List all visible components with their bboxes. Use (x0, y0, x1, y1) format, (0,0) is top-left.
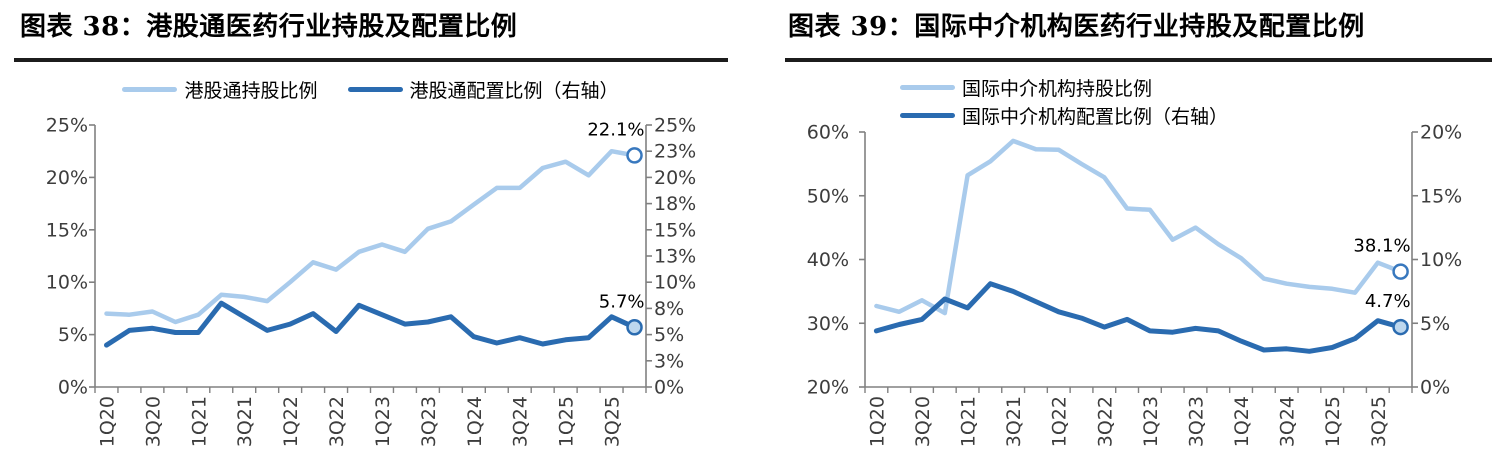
y-axis-left-tick-label: 0% (58, 377, 88, 399)
y-axis-right-tick-label: 5% (1420, 313, 1450, 335)
y-axis-left-tick-label: 20% (807, 377, 849, 399)
x-axis-tick-label: 1Q25 (556, 396, 578, 447)
title-underline (785, 58, 1492, 62)
y-axis-right-tick-label: 13% (654, 246, 696, 268)
x-axis-tick-label: 3Q23 (1185, 396, 1207, 447)
figure-39-panel: 图表 39：国际中介机构医药行业持股及配置比例 国际中介机构持股比例 国际中介机… (750, 0, 1500, 461)
x-axis-tick-label: 1Q22 (1049, 396, 1071, 447)
x-axis-tick-label: 3Q22 (1094, 396, 1116, 447)
y-axis-left-tick-label: 5% (58, 324, 88, 346)
x-axis-tick-label: 1Q20 (866, 396, 888, 447)
y-axis-right-tick-label: 10% (1420, 249, 1462, 271)
y-axis-left-tick-label: 40% (807, 249, 849, 271)
x-axis-tick-label: 3Q24 (510, 396, 532, 447)
title-underline (14, 58, 728, 62)
legend-label: 国际中介机构配置比例（右轴） (962, 106, 1229, 128)
x-axis-tick-label: 1Q24 (1231, 396, 1253, 447)
x-axis-tick-label: 1Q23 (372, 396, 394, 447)
legend: 港股通持股比例 港股通配置比例（右轴） (95, 77, 646, 102)
y-axis-right-tick-label: 10% (654, 272, 696, 294)
chart-canvas: 60% 50% 40% 30% 20% 20% 15% 10% 5% 0% 1Q20 3Q20 1Q21… (807, 122, 1462, 448)
y-axis-right-tick-label: 0% (1420, 377, 1450, 399)
y-axis-right-tick-label: 25% (654, 115, 696, 137)
y-axis-left-tick-label: 25% (46, 115, 88, 137)
series-line-1 (873, 281, 1404, 354)
x-axis-tick-label: 3Q20 (912, 396, 934, 447)
y-axis-right-tick-label: 15% (1420, 185, 1462, 207)
y-axis-right-tick-label: 20% (654, 167, 696, 189)
y-axis-left-tick-label: 15% (46, 219, 88, 241)
x-axis-tick-label: 3Q22 (326, 396, 348, 447)
legend-item-holding: 港股通持股比例 (122, 77, 318, 102)
x-axis-tick-label: 1Q22 (280, 396, 302, 447)
legend-item-allocation: 港股通配置比例（右轴） (347, 77, 619, 102)
y-axis-left-tick-label: 50% (807, 185, 849, 207)
series-end-value-label-1: 4.7% (1365, 291, 1411, 312)
y-axis-left-tick-label: 20% (46, 167, 88, 189)
legend-item-allocation: 国际中介机构配置比例（右轴） (900, 103, 1228, 128)
series-line-0 (104, 148, 637, 325)
legend-label: 港股通配置比例（右轴） (409, 80, 619, 102)
series-end-value-label-0: 22.1% (587, 119, 644, 140)
y-axis-left-tick-label: 30% (807, 313, 849, 335)
series-end-marker-0 (626, 147, 643, 164)
x-axis-tick-label: 1Q23 (1140, 396, 1162, 447)
y-axis-left-tick-label: 60% (807, 122, 849, 144)
y-axis-left-tick-label: 10% (46, 272, 88, 294)
legend-label: 国际中介机构持股比例 (962, 78, 1153, 100)
legend: 国际中介机构持股比例 国际中介机构配置比例（右轴） (900, 75, 1228, 128)
x-axis-tick-label: 3Q23 (418, 396, 440, 447)
x-axis-tick-label: 3Q20 (142, 396, 164, 447)
x-axis-tick-label: 3Q24 (1277, 396, 1299, 447)
y-axis-right-tick-label: 8% (654, 298, 684, 320)
x-axis-tick-label: 3Q25 (1368, 396, 1390, 447)
chart-title: 图表 38：港股通医药行业持股及配置比例 (20, 12, 518, 42)
series-end-marker-0 (1392, 263, 1409, 280)
y-axis-right-tick-label: 18% (654, 193, 696, 215)
y-axis-right-tick-label: 15% (654, 219, 696, 241)
x-axis-tick-label: 1Q25 (1322, 396, 1344, 447)
x-axis-tick-label: 1Q24 (464, 396, 486, 447)
y-axis-right-tick-label: 0% (654, 377, 684, 399)
series-end-marker-1 (626, 319, 643, 336)
x-axis-tick-label: 1Q21 (958, 396, 980, 447)
legend-line-swatch (347, 87, 403, 92)
x-axis-tick-label: 1Q21 (188, 396, 210, 447)
x-axis-tick-label: 1Q20 (96, 396, 118, 447)
legend-line-swatch (122, 87, 178, 92)
series-line-0 (874, 138, 1403, 316)
chart-canvas: 25% 20% 15% 10% 5% 0% 25% 23% 20% 18% 15% 13% 10% 8% 5… (46, 115, 696, 448)
legend-label: 港股通持股比例 (184, 80, 318, 102)
chart-title: 图表 39：国际中介机构医药行业持股及配置比例 (788, 12, 1365, 42)
y-axis-right-tick-label: 20% (1420, 122, 1462, 144)
figure-38-panel: 图表 38：港股通医药行业持股及配置比例 港股通持股比例 港股通配置比例（右轴）… (14, 12, 728, 448)
series-end-value-label-0: 38.1% (1353, 236, 1410, 257)
y-axis-right-tick-label: 3% (654, 350, 684, 372)
y-axis-right-tick-label: 23% (654, 141, 696, 163)
series-end-marker-1 (1392, 318, 1409, 336)
x-axis-tick-label: 3Q21 (234, 396, 256, 447)
legend-line-swatch (900, 85, 955, 90)
series-line-1 (104, 300, 637, 348)
y-axis-right-tick-label: 5% (654, 324, 684, 346)
x-axis-tick-label: 3Q25 (602, 396, 624, 447)
series-end-value-label-1: 5.7% (599, 291, 645, 312)
x-axis-tick-label: 3Q21 (1003, 396, 1025, 447)
legend-item-holding: 国际中介机构持股比例 (900, 75, 1152, 100)
legend-line-swatch (900, 113, 955, 118)
